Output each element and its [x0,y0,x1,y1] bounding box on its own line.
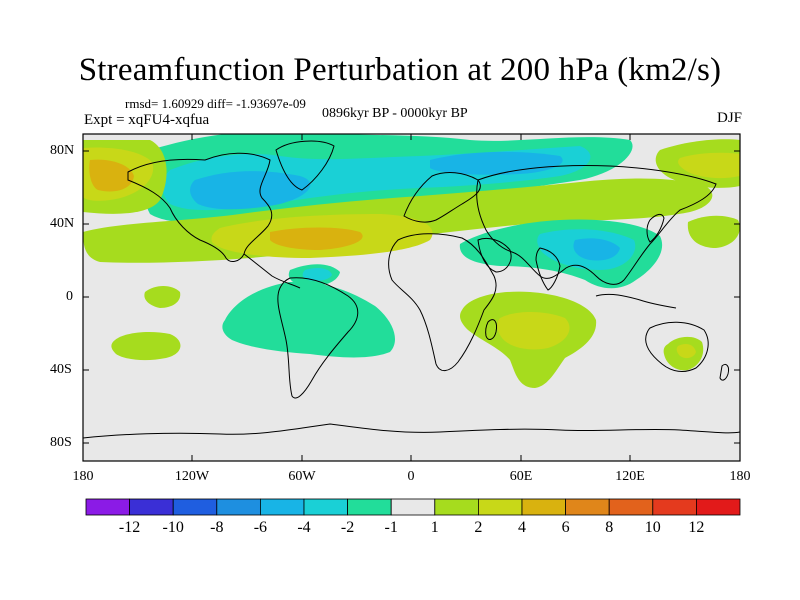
colorbar-label-6: -1 [384,519,398,536]
contour-neg3-asia [573,238,620,261]
season-label: DJF [716,110,742,126]
colorbar-label-3: -6 [253,519,268,536]
coast-greenland [275,140,335,191]
contour-pos3-mid-band [270,227,363,250]
colorbar-box-11 [565,498,610,516]
coast-central-america [243,253,301,289]
coast-arabia [477,237,512,273]
lat-label-40n: 40N [50,216,75,231]
coast-indonesia [595,293,677,309]
contour-pos2-indian-ocean [497,312,570,350]
colorbar-box-1 [129,498,174,516]
period-label: 0896kyr BP - 0000kyr BP [322,106,468,121]
colorbar-box-5 [303,498,348,516]
map-field [83,134,740,461]
contour-pos1-south-pacific [111,332,181,361]
contour-pos3-north-west [89,159,134,192]
coast-africa [388,233,497,371]
lat-label-0: 0 [66,289,73,304]
experiment-label: Expt = xqFU4-xqfua [84,112,210,128]
lon-label-60w: 60W [288,469,316,484]
coast-asia [476,165,717,285]
lat-label-80s: 80S [50,435,72,450]
colorbar-label-2: -8 [210,519,224,536]
colorbar-box-9 [477,498,523,516]
colorbar-box-4 [259,498,305,516]
colorbar-label-7: 1 [430,519,439,536]
colorbar-label-1: -10 [162,519,184,536]
colorbar-label-0: -12 [118,519,141,536]
lon-label-120e: 120E [615,469,645,484]
lat-label-40s: 40S [50,362,72,377]
colorbar-box-7 [390,498,436,516]
contour-pos1-east-pacific [687,215,740,248]
colorbar-label-10: 6 [561,519,570,536]
colorbar-box-8 [434,498,479,516]
colorbar-box-12 [608,498,654,516]
coast-antarctica [83,423,740,439]
colorbar-box-6 [347,498,392,516]
coastlines [83,140,740,439]
colorbar-box-10 [521,498,566,516]
colorbar-label-12: 10 [644,519,661,536]
colorbar-label-11: 8 [605,519,614,536]
contour-pos2-australia [676,344,696,359]
coast-north-america [127,152,273,262]
colorbar-box-0 [85,498,130,516]
coast-new-zealand [719,363,729,381]
chart-title: Streamfunction Perturbation at 200 hPa (… [78,52,722,88]
contour-pos2-north-east [678,152,740,179]
colorbar-label-9: 4 [518,519,526,536]
coast-australia [645,321,709,372]
colorbar-label-8: 2 [474,519,483,536]
colorbar-label-4: -4 [297,519,311,536]
lon-label-120w: 120W [174,469,210,484]
colorbar-box-3 [216,498,261,516]
lat-label-80n: 80N [50,143,75,158]
colorbar-box-13 [652,498,697,516]
colorbar-box-14 [696,498,741,516]
coast-india [535,247,561,291]
contour-neg3-north [190,171,311,210]
lon-label-180w: 180 [72,469,94,484]
contour-neg1-south-america [222,281,395,358]
tick-marks [82,134,741,461]
lon-label-0: 0 [407,469,415,484]
coast-japan [646,213,665,243]
lon-label-60e: 60E [509,469,533,484]
colorbar-box-2 [172,498,218,516]
lon-label-180e: 180 [729,469,751,484]
contour-neg2-atlantic-north [302,267,332,281]
colorbar-label-5: -2 [340,519,355,536]
contour-pos1-pacific-west [144,286,181,308]
rmsd-stats: rmsd= 1.60929 diff= -1.93697e-09 [125,96,306,111]
coast-south-america [277,277,359,399]
coast-madagascar [485,319,497,340]
colorbar-label-13: 12 [688,519,705,536]
colorbar-boxes [85,498,741,516]
